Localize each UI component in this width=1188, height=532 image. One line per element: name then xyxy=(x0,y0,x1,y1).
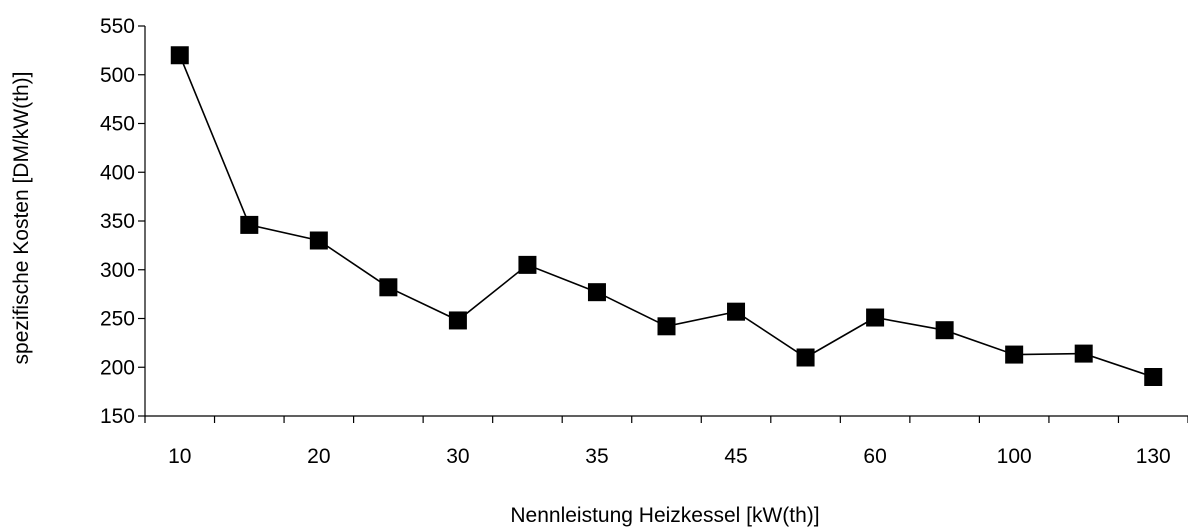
y-tick-label: 200 xyxy=(100,356,135,379)
y-tick-label: 300 xyxy=(100,259,135,282)
x-tick-label: 30 xyxy=(446,445,469,468)
x-tick-label: 130 xyxy=(1136,445,1171,468)
data-point xyxy=(1144,368,1163,386)
data-point xyxy=(448,311,467,330)
x-tick-label: 60 xyxy=(863,445,886,468)
data-point xyxy=(379,278,398,297)
y-tick-label: 400 xyxy=(100,161,135,184)
x-tick-label: 10 xyxy=(168,445,191,468)
data-point xyxy=(309,231,328,250)
data-point xyxy=(518,255,537,274)
y-axis-title: spezifische Kosten [DM/kW(th)] xyxy=(10,72,33,365)
y-tick-label: 550 xyxy=(100,15,135,38)
data-point xyxy=(170,46,189,65)
data-point xyxy=(1074,344,1093,363)
data-point xyxy=(796,348,815,367)
data-point xyxy=(240,215,259,234)
data-point xyxy=(866,308,885,327)
data-point xyxy=(657,317,676,336)
data-point xyxy=(1005,345,1024,364)
x-tick-label: 45 xyxy=(724,445,747,468)
data-point xyxy=(727,302,746,321)
data-point xyxy=(587,283,606,302)
data-series xyxy=(170,46,1163,386)
y-tick-label: 250 xyxy=(100,308,135,331)
y-axis: 150 200 250 300 350 400 450 500 550 xyxy=(100,15,146,428)
y-tick-label: 350 xyxy=(100,210,135,233)
x-tick-label: 35 xyxy=(585,445,608,468)
y-tick-label: 450 xyxy=(100,113,135,136)
y-tick-label: 150 xyxy=(100,405,135,428)
x-axis-title: Nennleistung Heizkessel [kW(th)] xyxy=(510,504,819,527)
data-point xyxy=(935,321,954,340)
x-axis: 10 20 30 35 45 60 100 130 xyxy=(144,415,1188,468)
y-tick-label: 500 xyxy=(100,64,135,87)
x-tick-label: 20 xyxy=(307,445,330,468)
x-tick-label: 100 xyxy=(997,445,1032,468)
